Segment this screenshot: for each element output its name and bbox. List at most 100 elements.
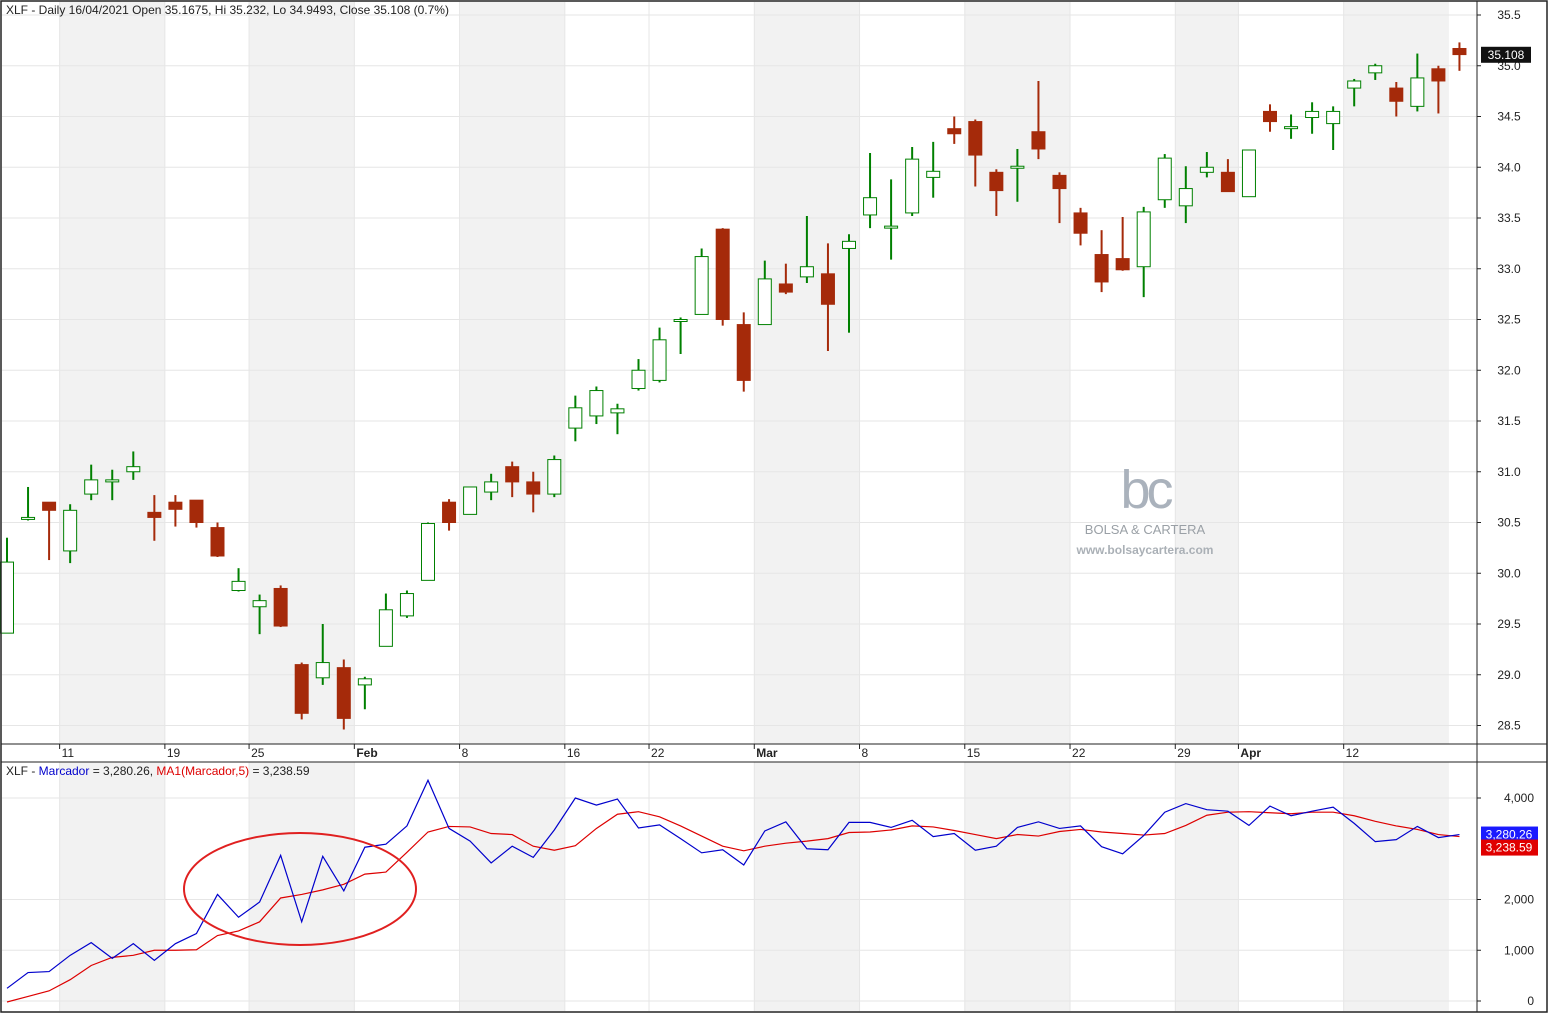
candle-body-down — [1115, 258, 1130, 271]
candle — [336, 659, 351, 730]
candle-body-down — [1031, 131, 1046, 150]
candle — [715, 228, 730, 326]
candle — [63, 504, 78, 564]
candle-body-down — [505, 466, 520, 483]
candle — [399, 590, 414, 618]
candle-body-up — [231, 580, 246, 592]
candle-body-down — [968, 121, 983, 156]
date-label: 12 — [1346, 746, 1360, 760]
candle — [1389, 81, 1404, 117]
candle-body-up — [1178, 188, 1193, 207]
candlestick-series — [0, 42, 1467, 730]
candle — [842, 234, 856, 333]
price-band — [964, 2, 1071, 744]
price-tick-label: 34.0 — [1497, 160, 1521, 174]
candle — [421, 522, 435, 581]
candle-body-up — [1347, 80, 1362, 89]
candle-body-down — [1073, 212, 1088, 234]
price-band — [59, 2, 165, 744]
date-label: 15 — [967, 746, 981, 760]
candle-body-up — [1284, 126, 1299, 130]
candle — [84, 464, 99, 501]
legend-marcador-value: = 3,280.26, — [89, 764, 157, 778]
candle-body-up — [568, 407, 583, 429]
candle — [294, 662, 309, 720]
marcador-value-tag — [1481, 826, 1538, 843]
indicator-band — [249, 762, 355, 1011]
date-label: 22 — [651, 746, 665, 760]
price-tick-label: 32.5 — [1497, 313, 1521, 327]
candle — [1094, 230, 1109, 293]
indicator-band — [59, 762, 165, 1011]
indicator-prefix: XLF - — [6, 764, 39, 778]
date-label: 8 — [462, 746, 469, 760]
candle — [1052, 172, 1067, 224]
date-label: 11 — [62, 746, 75, 760]
watermark: bc BOLSA & CARTERA www.bolsaycartera.com — [1050, 462, 1240, 558]
candle — [168, 495, 183, 527]
candle — [631, 359, 646, 391]
date-label: Apr — [1240, 746, 1261, 760]
last-price-tag — [1481, 46, 1531, 63]
candle — [1073, 207, 1088, 246]
price-band — [754, 2, 860, 744]
indicator-tick-label: 0 — [1527, 994, 1534, 1008]
candle — [1431, 65, 1446, 114]
candle-body-down — [1452, 47, 1467, 56]
candle-body-up — [421, 523, 435, 581]
candle-body-up — [905, 158, 920, 214]
candle — [378, 593, 393, 647]
candle — [694, 248, 709, 315]
ma-line — [6, 811, 1460, 1003]
price-tick-label: 35.5 — [1497, 8, 1521, 22]
candle-body-up — [610, 408, 625, 414]
indicator-band — [964, 762, 1071, 1011]
candle-body-down — [1263, 110, 1277, 123]
candle — [42, 501, 57, 561]
candle — [547, 455, 562, 498]
date-label: Mar — [756, 746, 778, 760]
candle-body-up — [357, 678, 372, 686]
candle-body-up — [378, 609, 393, 647]
candle — [1305, 102, 1320, 134]
candle — [947, 116, 962, 144]
price-tick-label: 33.0 — [1497, 262, 1521, 276]
candle — [820, 243, 835, 351]
candle-body-up — [21, 516, 36, 520]
candle-body-down — [189, 499, 204, 524]
candle — [589, 386, 604, 425]
candle-body-down — [820, 273, 835, 305]
candle — [652, 327, 667, 383]
indicator-tick-label: 1,000 — [1504, 943, 1534, 957]
candle — [610, 403, 625, 435]
candle — [484, 473, 499, 501]
candle — [1178, 166, 1193, 224]
date-label: 8 — [862, 746, 869, 760]
candle — [442, 499, 457, 531]
candle — [231, 568, 246, 592]
candle-body-down — [1094, 254, 1109, 283]
candle-body-up — [799, 266, 814, 278]
candle-body-up — [63, 509, 78, 552]
candle-body-down — [736, 324, 751, 381]
candle-body-down — [989, 171, 1004, 192]
candle-body-down — [526, 481, 541, 495]
candle — [673, 317, 688, 355]
legend-marcador: Marcador — [38, 764, 90, 778]
candle-body-up — [1136, 211, 1151, 268]
candle — [126, 451, 141, 480]
candle — [1410, 53, 1425, 112]
date-label: Feb — [356, 746, 377, 760]
candle-body-up — [1368, 65, 1383, 74]
watermark-name: BOLSA & CARTERA — [1084, 522, 1206, 537]
candle — [21, 486, 36, 521]
price-tick-label: 33.5 — [1497, 211, 1521, 225]
candle-body-down — [778, 283, 793, 293]
candle-body-down — [336, 667, 351, 719]
candle — [526, 471, 541, 513]
candle-body-up — [631, 369, 646, 390]
candle — [147, 495, 162, 541]
legend-ma-value: = 3,238.59 — [249, 764, 310, 778]
candle-body-up — [673, 319, 688, 322]
candle-body-up — [252, 600, 267, 608]
